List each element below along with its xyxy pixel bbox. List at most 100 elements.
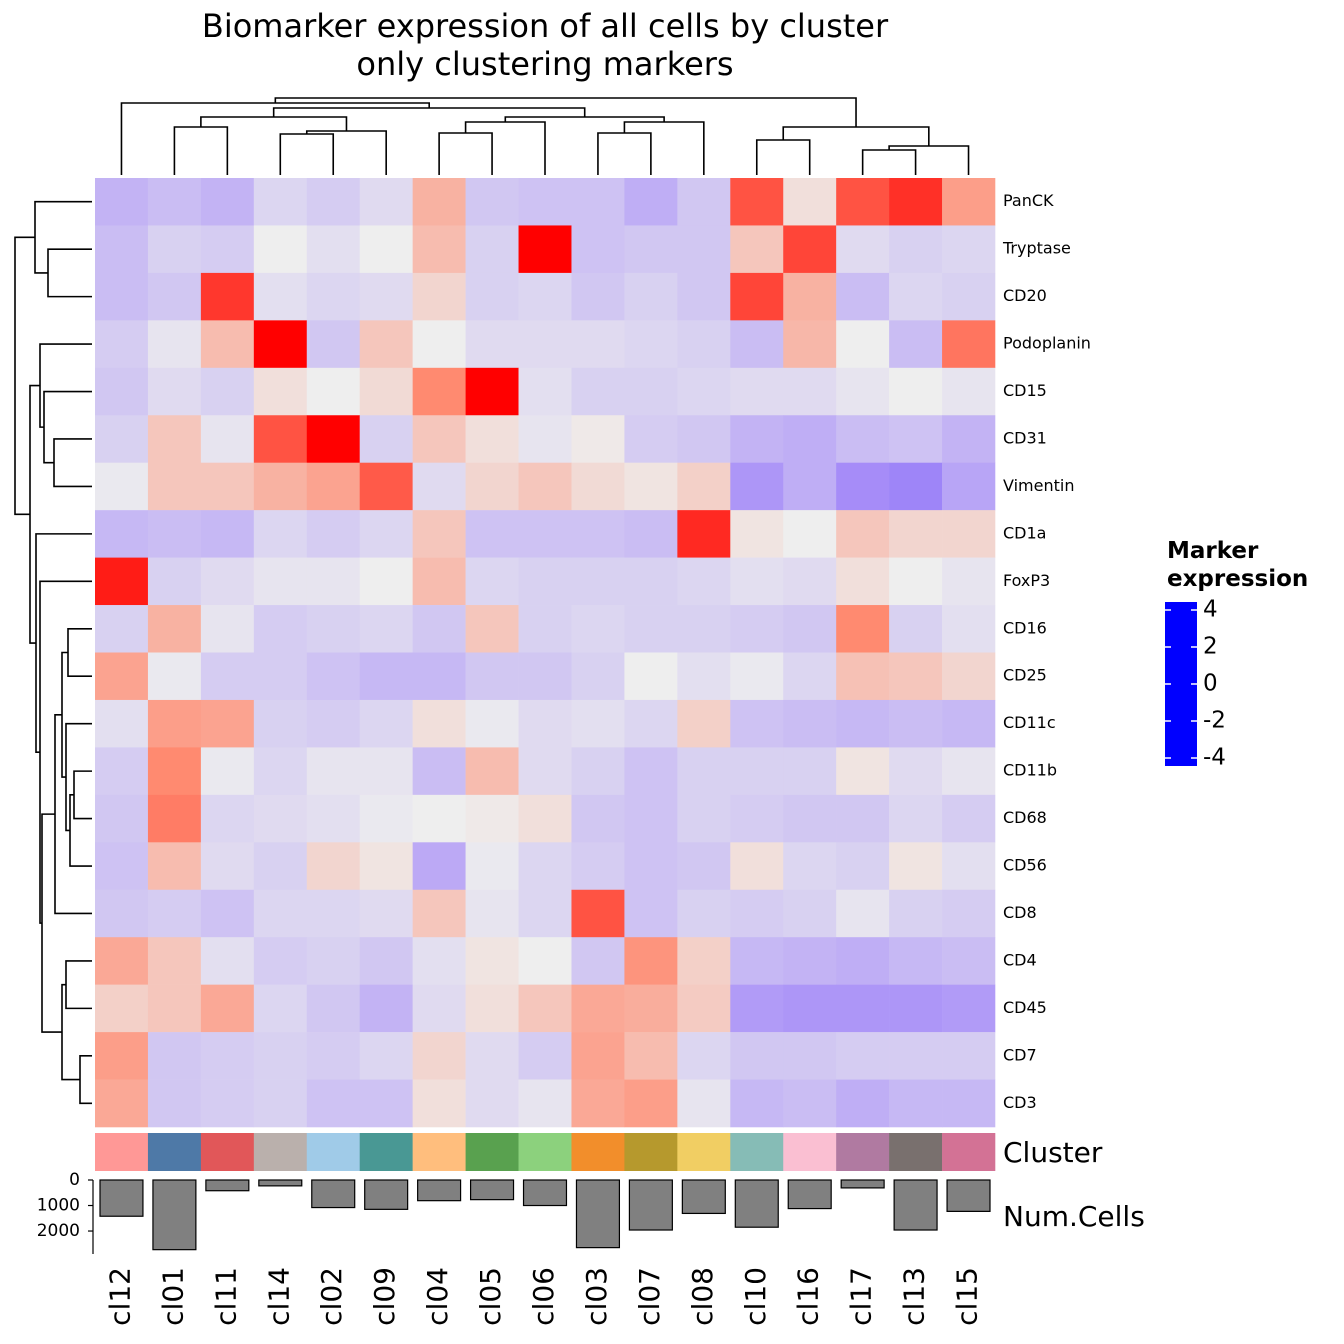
heatmap-cell <box>730 320 784 369</box>
heatmap-cell <box>200 652 255 701</box>
colorbar-tick-label: -4 <box>1203 745 1226 771</box>
heatmap-cell <box>624 272 678 321</box>
heatmap-cell <box>518 557 572 606</box>
column-label: cl14 <box>262 1267 295 1326</box>
cluster-cell <box>359 1133 413 1171</box>
heatmap-cell <box>465 178 519 226</box>
cluster-cell <box>95 1133 149 1171</box>
heatmap-cell <box>359 1079 413 1128</box>
heatmap-cell <box>147 462 202 511</box>
heatmap-cell <box>783 984 837 1033</box>
heatmap-cell <box>253 320 308 369</box>
heatmap-cell <box>730 842 784 891</box>
heatmap-cell <box>147 605 202 653</box>
dendrogram-branch <box>35 533 92 754</box>
heatmap-cell <box>95 557 149 606</box>
heatmap-cell <box>942 557 996 606</box>
heatmap-cell <box>836 1032 890 1080</box>
heatmap-cell <box>359 510 413 558</box>
dendrogram-branch <box>39 343 92 428</box>
heatmap-cell <box>942 605 996 653</box>
heatmap-cell <box>942 652 996 701</box>
row-label: Podoplanin <box>1003 334 1091 353</box>
heatmap-cell <box>518 652 572 701</box>
heatmap-cell <box>200 415 255 463</box>
heatmap-cell <box>518 1079 572 1128</box>
heatmap-cell <box>359 889 413 938</box>
column-label: cl16 <box>792 1267 825 1326</box>
heatmap-cell <box>518 415 572 463</box>
heatmap-cell <box>465 984 519 1033</box>
heatmap-cell <box>253 652 308 701</box>
heatmap-cell <box>412 1032 466 1080</box>
heatmap-cell <box>677 699 731 748</box>
heatmap-cell <box>730 557 784 606</box>
heatmap-cell <box>730 1079 784 1128</box>
heatmap-cell <box>836 320 890 369</box>
heatmap-cell <box>783 510 837 558</box>
heatmap-cell <box>412 462 466 511</box>
heatmap-cell <box>306 462 361 511</box>
heatmap-cell <box>200 889 255 938</box>
heatmap-cell <box>200 557 255 606</box>
heatmap-cell <box>518 1032 572 1080</box>
heatmap-cell <box>624 747 678 796</box>
heatmap-cell <box>571 889 625 938</box>
heatmap-cell <box>200 178 255 226</box>
column-label: cl08 <box>686 1267 719 1326</box>
heatmap-cell <box>571 605 625 653</box>
cluster-cell <box>730 1133 784 1171</box>
heatmap-cell <box>412 320 466 369</box>
heatmap-cell <box>359 415 413 463</box>
heatmap-cell <box>359 937 413 985</box>
heatmap-cell <box>624 937 678 985</box>
heatmap-cell <box>465 937 519 985</box>
heatmap-cell <box>624 889 678 938</box>
heatmap-cell <box>518 320 572 369</box>
dendrogram <box>14 97 970 1105</box>
heatmap-cell <box>624 225 678 274</box>
heatmap-cell <box>889 178 943 226</box>
column-label: cl06 <box>527 1267 560 1326</box>
heatmap-cell <box>783 415 837 463</box>
heatmap-cell <box>147 415 202 463</box>
heatmap-cell <box>306 415 361 463</box>
heatmap-cell <box>783 794 837 843</box>
heatmap-cell <box>359 652 413 701</box>
heatmap-cell <box>730 178 784 226</box>
heatmap-cell <box>95 462 149 511</box>
heatmap-cell <box>412 225 466 274</box>
dendrogram-branch <box>67 627 92 678</box>
heatmap-cell <box>677 794 731 843</box>
column-label: cl12 <box>103 1267 136 1326</box>
heatmap-cell <box>783 272 837 321</box>
heatmap-cell <box>412 510 466 558</box>
column-label: cl15 <box>951 1267 984 1326</box>
bar <box>311 1179 356 1209</box>
heatmap-cell <box>306 272 361 321</box>
heatmap-cell <box>783 937 837 985</box>
dendrogram-branch <box>65 960 92 1010</box>
heatmap-cell <box>95 367 149 416</box>
heatmap-cell <box>95 842 149 891</box>
heatmap-cell <box>147 1079 202 1128</box>
bar <box>364 1179 409 1210</box>
heatmap-cell <box>571 937 625 985</box>
heatmap-cell <box>200 462 255 511</box>
heatmap-cell <box>889 510 943 558</box>
heatmap-cell <box>359 1032 413 1080</box>
colorbar-tick-label: 4 <box>1203 597 1218 623</box>
heatmap-cell <box>412 415 466 463</box>
heatmap-cell <box>465 652 519 701</box>
dendrogram-branch <box>597 132 652 175</box>
heatmap-cell <box>889 225 943 274</box>
heatmap-cell <box>836 415 890 463</box>
dendrogram-branch <box>29 384 40 644</box>
heatmap-cell <box>942 889 996 938</box>
heatmap-cell <box>677 462 731 511</box>
heatmap-cell <box>836 889 890 938</box>
heatmap-cell <box>624 605 678 653</box>
heatmap-cell <box>465 794 519 843</box>
heatmap-cell <box>836 794 890 843</box>
heatmap-cell <box>412 842 466 891</box>
